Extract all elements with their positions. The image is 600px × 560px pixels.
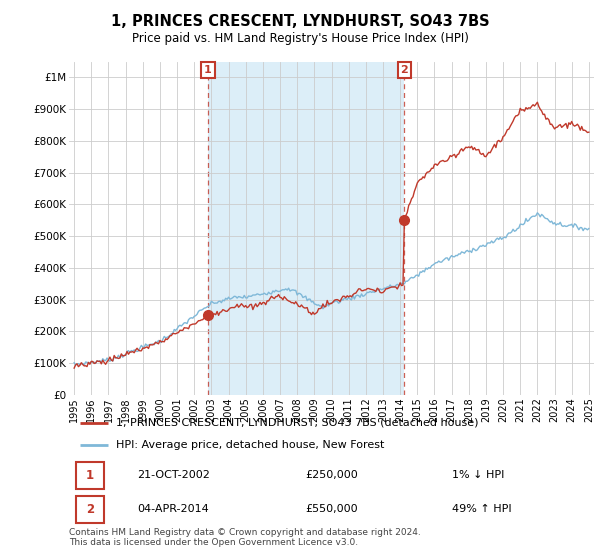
Text: 1, PRINCES CRESCENT, LYNDHURST, SO43 7BS: 1, PRINCES CRESCENT, LYNDHURST, SO43 7BS <box>110 14 490 29</box>
Text: 1: 1 <box>204 65 212 75</box>
Text: HPI: Average price, detached house, New Forest: HPI: Average price, detached house, New … <box>116 440 385 450</box>
Text: £550,000: £550,000 <box>305 505 358 515</box>
Text: 1% ↓ HPI: 1% ↓ HPI <box>452 470 505 480</box>
Text: 49% ↑ HPI: 49% ↑ HPI <box>452 505 512 515</box>
Text: 21-OCT-2002: 21-OCT-2002 <box>137 470 210 480</box>
Text: 1: 1 <box>86 469 94 482</box>
Text: 2: 2 <box>86 503 94 516</box>
Text: 2: 2 <box>401 65 408 75</box>
Bar <box>208 62 404 395</box>
FancyBboxPatch shape <box>76 462 104 489</box>
Text: 04-APR-2014: 04-APR-2014 <box>137 505 209 515</box>
Text: 1, PRINCES CRESCENT, LYNDHURST, SO43 7BS (detached house): 1, PRINCES CRESCENT, LYNDHURST, SO43 7BS… <box>116 418 479 428</box>
Text: Price paid vs. HM Land Registry's House Price Index (HPI): Price paid vs. HM Land Registry's House … <box>131 32 469 45</box>
FancyBboxPatch shape <box>76 496 104 523</box>
Text: £250,000: £250,000 <box>305 470 358 480</box>
Text: Contains HM Land Registry data © Crown copyright and database right 2024.
This d: Contains HM Land Registry data © Crown c… <box>69 528 421 547</box>
